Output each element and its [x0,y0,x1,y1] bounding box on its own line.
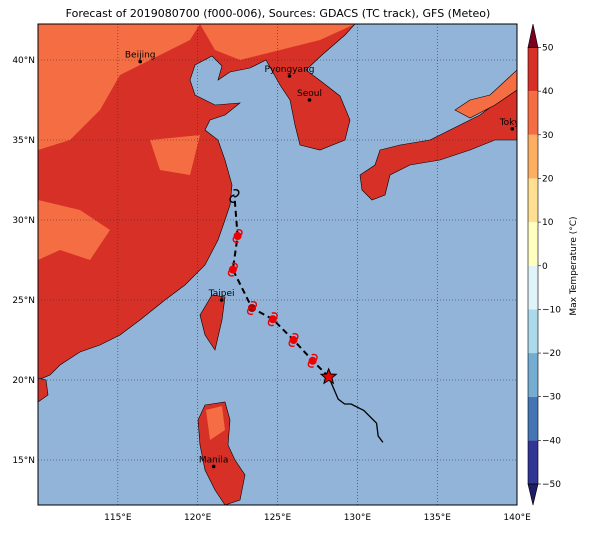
y-tick-label: 30°N [12,216,35,226]
city-label: Seoul [297,89,322,99]
colorbar-segment [528,397,538,441]
y-tick-label: 35°N [12,136,35,146]
x-tick-label: 125°E [264,513,292,523]
map-area: Beijing Pyongyang Seoul Tokyo Taipei Manila [38,24,525,505]
colorbar-tick-label: 30 [542,131,554,141]
y-tick-label: 20°N [12,376,35,386]
colorbar-segment [528,91,538,135]
x-tick-label: 120°E [184,513,212,523]
colorbar-tick-label: −40 [542,436,561,446]
y-tick-label: 15°N [12,456,35,466]
colorbar-tick-label: −20 [542,349,561,359]
colorbar-extend-low [528,484,538,505]
y-tick-label: 25°N [12,296,35,306]
x-tick-label: 115°E [104,513,132,523]
x-tick-label: 135°E [424,513,452,523]
colorbar: −50 −40 −30 −20 −10 0 10 20 30 40 50 [528,24,561,505]
colorbar-tick-label: 50 [542,44,554,54]
colorbar-tick-label: −10 [542,305,561,315]
city-label: Tokyo [499,118,526,128]
colorbar-segment [528,353,538,397]
colorbar-tick-label: −30 [542,393,561,403]
colorbar-segment [528,135,538,179]
y-tick-label: 40°N [12,56,35,66]
colorbar-segment [528,48,538,92]
colorbar-tick-label: −50 [542,480,561,490]
colorbar-tick-label: 40 [542,87,554,97]
colorbar-tick-label: 0 [542,262,548,272]
colorbar-segment [528,440,538,484]
x-tick-label: 130°E [344,513,372,523]
map-title: Forecast of 2019080700 (f000-006), Sourc… [66,7,491,20]
x-tick-label: 140°E [503,513,531,523]
colorbar-segment [528,178,538,222]
colorbar-label: Max Temperature (°C) [569,216,579,315]
colorbar-tick-label: 20 [542,174,554,184]
city-label: Beijing [125,51,156,61]
colorbar-segment [528,309,538,353]
city-label: Manila [199,455,229,465]
colorbar-segment [528,266,538,310]
city-label: Taipei [208,289,235,299]
colorbar-segment [528,222,538,266]
colorbar-tick-label: 10 [542,218,554,228]
city-label: Pyongyang [265,65,315,75]
colorbar-extend-high [528,24,538,48]
